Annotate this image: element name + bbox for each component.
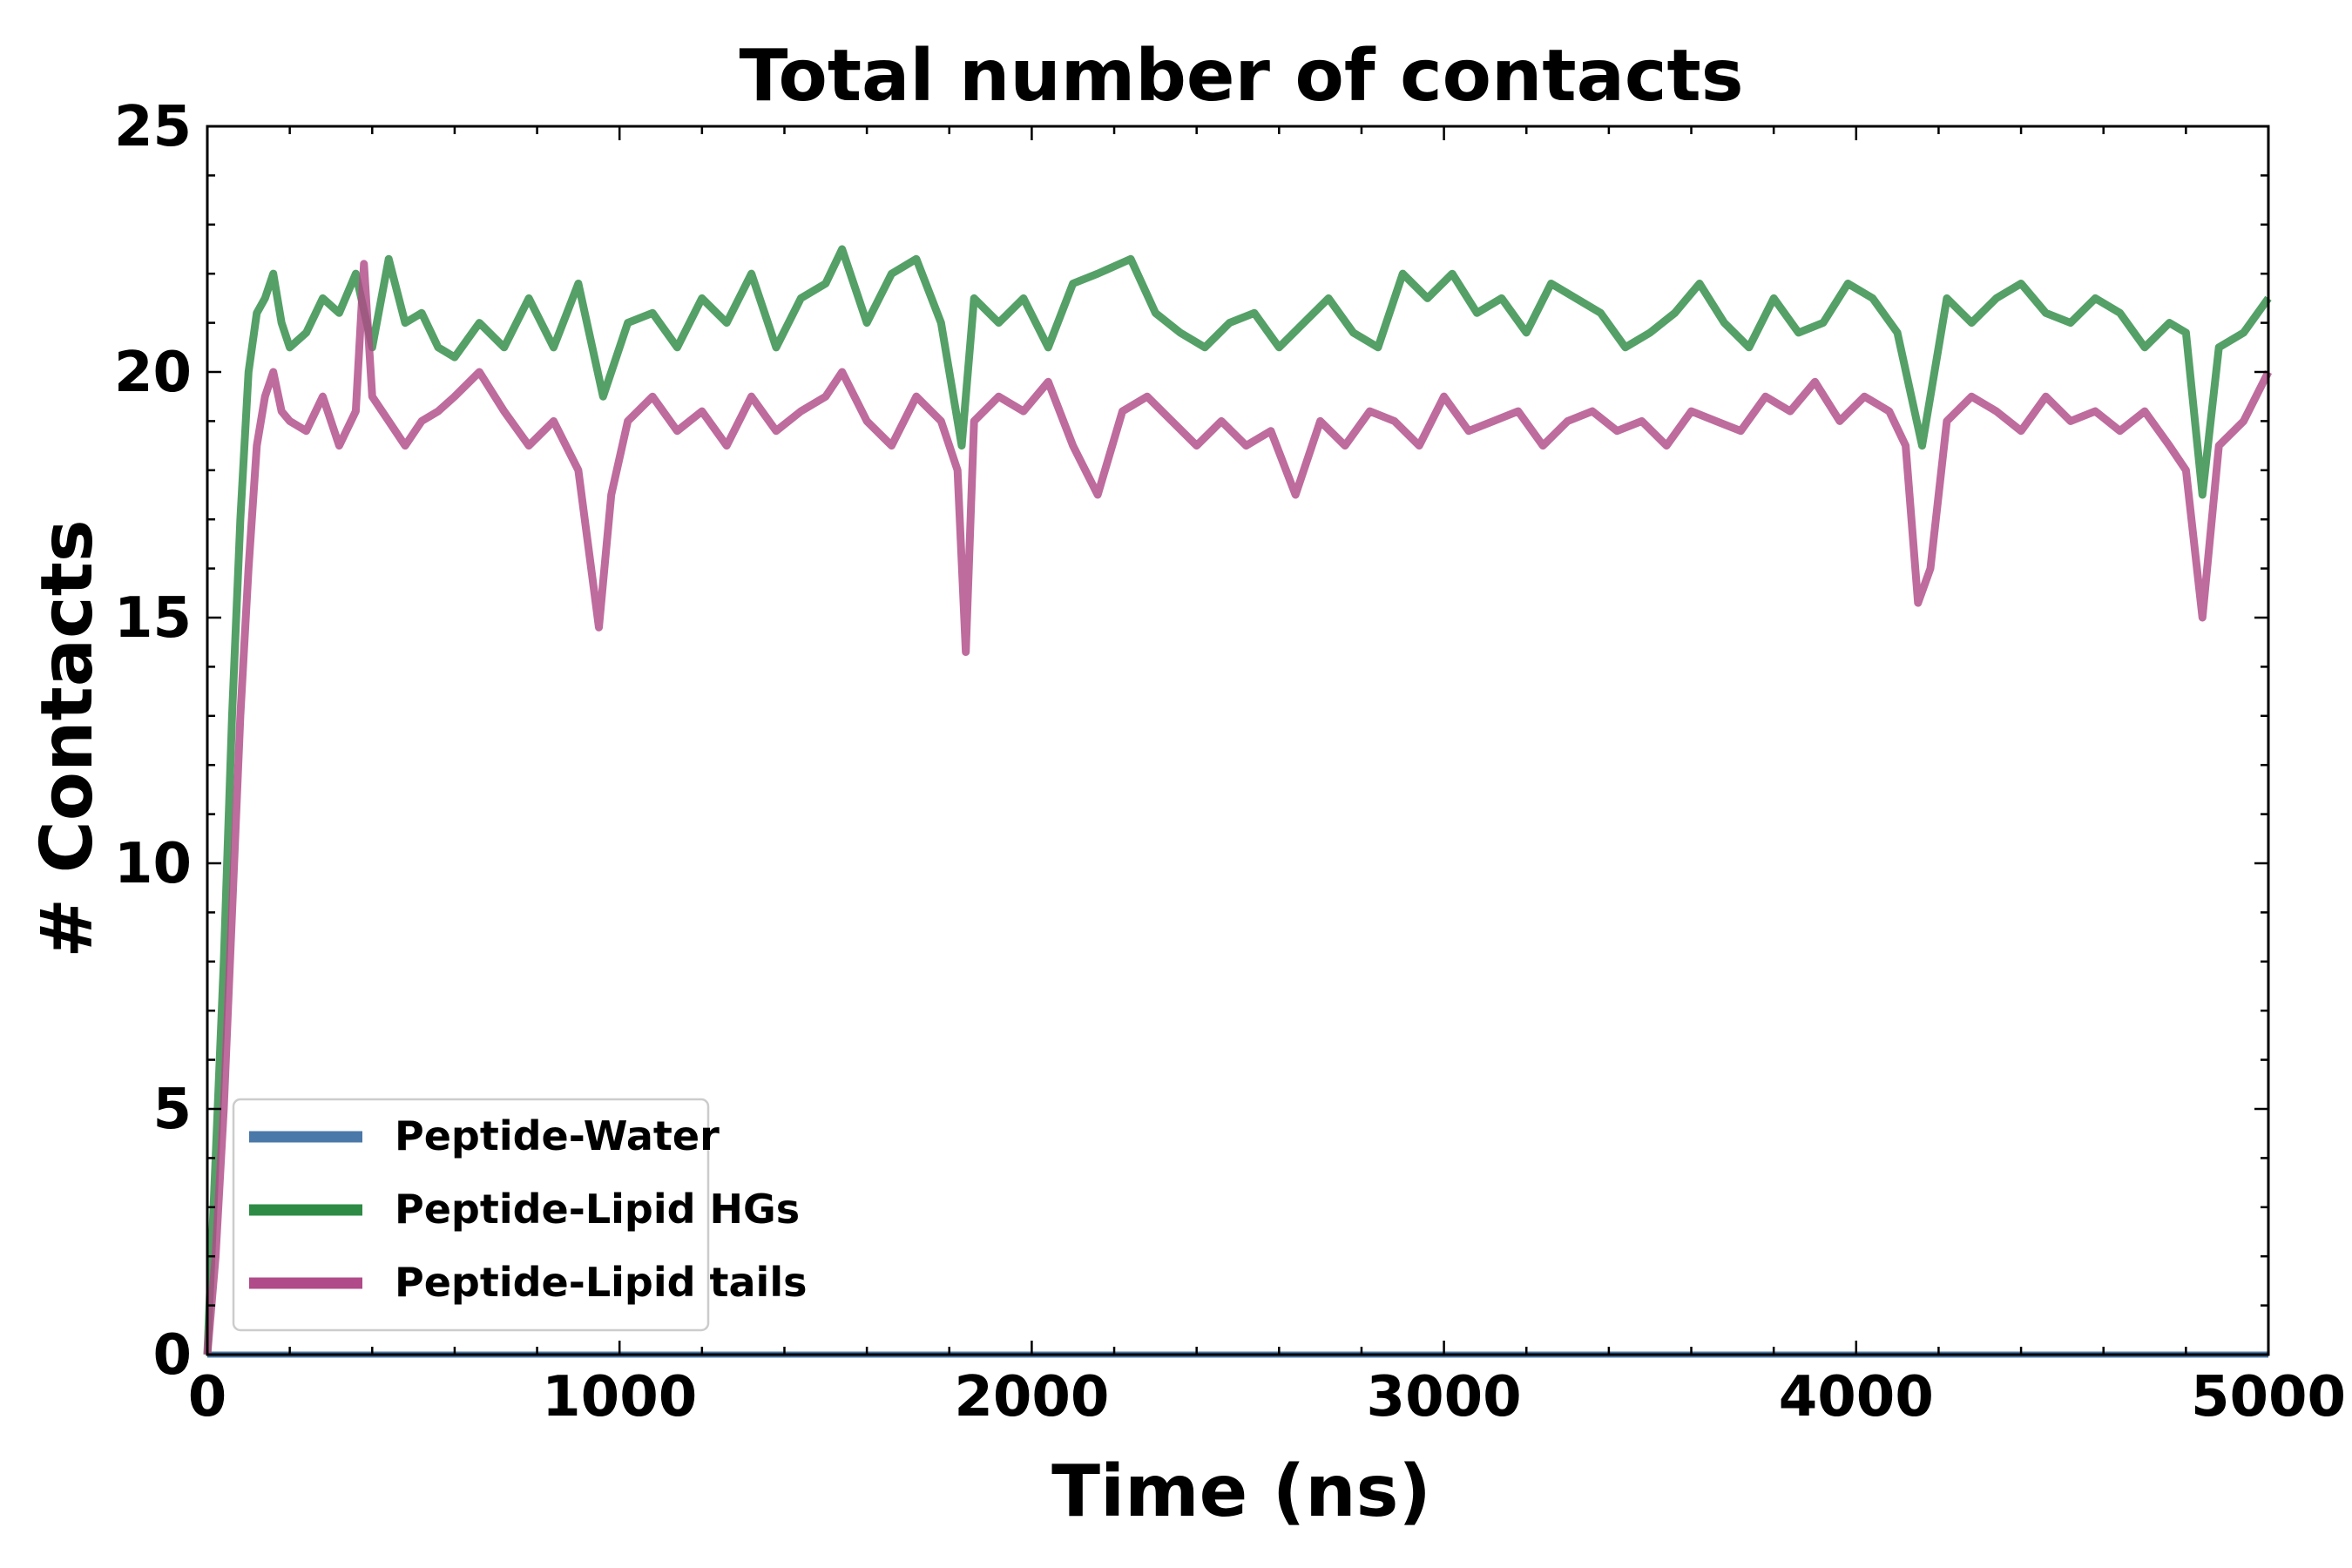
legend-label: Peptide-Lipid HGs [395, 1186, 800, 1233]
y-tick-label: 0 [152, 1323, 192, 1388]
chart-title: Total number of contacts [739, 35, 1743, 118]
y-axis-label: # Contacts [26, 519, 109, 957]
y-tick-label: 5 [152, 1078, 192, 1142]
series-line-1 [203, 245, 2272, 1355]
x-tick-label: 2000 [954, 1365, 1109, 1429]
y-tick-label: 10 [114, 832, 192, 896]
y-tick-label: 25 [114, 95, 192, 159]
plot-area-frame [206, 125, 2270, 1356]
x-tick-label: 5000 [2191, 1365, 2346, 1429]
series-line-2 [203, 260, 2273, 1355]
legend: Peptide-Water Peptide-Lipid HGs Peptide-Li… [232, 1098, 807, 1332]
legend-label: Peptide-Lipid tails [395, 1259, 807, 1306]
legend-label: Peptide-Water [395, 1112, 720, 1159]
x-tick-label: 1000 [542, 1365, 697, 1429]
x-tick-label: 4000 [1779, 1365, 1934, 1429]
y-tick-label: 20 [114, 341, 192, 405]
x-axis-label: Time (ns) [1051, 1450, 1431, 1533]
tick-layer: 0 1000 2000 3000 4000 5000 0 5 10 15 20 25 [114, 95, 2346, 1429]
legend-box [232, 1098, 710, 1332]
y-tick-label: 15 [114, 586, 192, 651]
x-tick-label: 3000 [1367, 1365, 1522, 1429]
x-tick-label: 0 [188, 1365, 227, 1429]
